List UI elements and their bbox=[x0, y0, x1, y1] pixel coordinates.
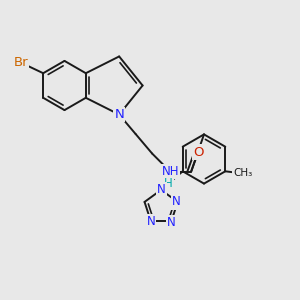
Text: NH: NH bbox=[161, 165, 179, 178]
Text: N: N bbox=[157, 183, 166, 196]
Text: O: O bbox=[194, 146, 204, 159]
Text: N: N bbox=[172, 195, 181, 208]
Text: Br: Br bbox=[14, 56, 28, 69]
Text: N: N bbox=[146, 215, 155, 228]
Text: N: N bbox=[167, 216, 176, 230]
Text: H: H bbox=[164, 177, 173, 190]
Text: CH₃: CH₃ bbox=[233, 168, 252, 178]
Text: N: N bbox=[114, 108, 124, 121]
